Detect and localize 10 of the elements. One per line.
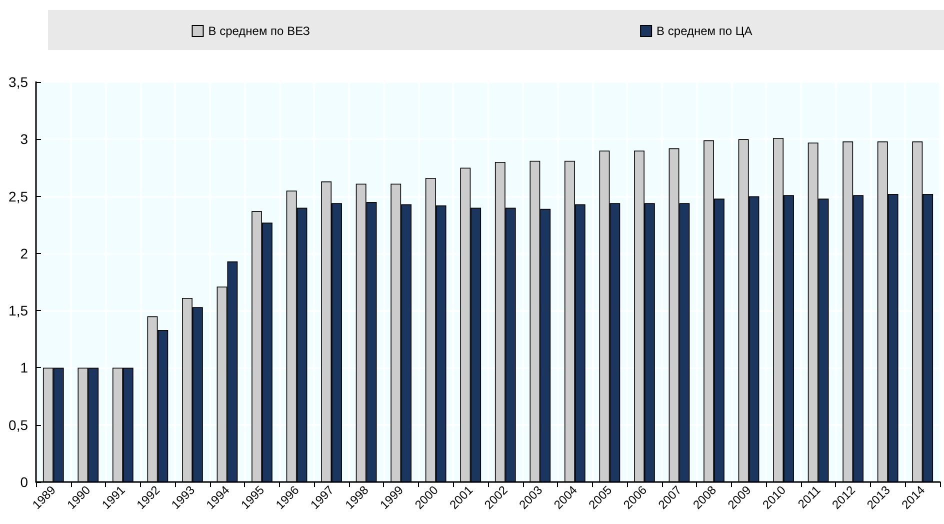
y-tick-label: 2,5 [8,188,28,204]
y-tick-label: 0,5 [8,416,28,433]
y-tick-label: 0 [20,474,28,490]
legend-label: В среднем по ЦА [656,24,752,38]
legend-label: В среднем по ВЕЗ [208,24,310,38]
y-tick-label: 2 [20,245,28,262]
y-tick-label: 3 [20,131,28,148]
y-tick-label: 3,5 [8,74,28,90]
y-tick-label: 1,5 [8,302,28,319]
y-tick-label: 1 [20,360,28,376]
